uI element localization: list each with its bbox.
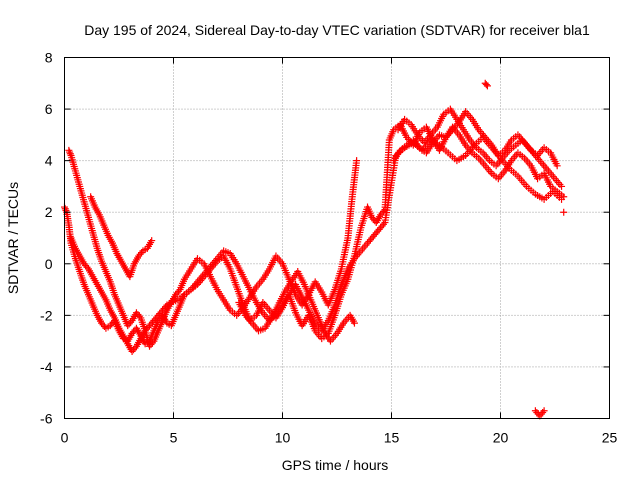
y-axis-label: SDTVAR / TECUs: [5, 182, 21, 294]
y-tick-label: 6: [45, 101, 53, 117]
data-point: [127, 318, 135, 326]
x-tick-label: 15: [384, 430, 400, 446]
data-point: [553, 162, 561, 170]
data-point: [560, 208, 568, 216]
data-point: [62, 206, 70, 214]
data-point: [353, 157, 361, 165]
data-point: [61, 205, 69, 213]
y-tick-label: 2: [45, 204, 53, 220]
data-point: [66, 150, 74, 158]
data-point: [380, 207, 388, 215]
data-point: [380, 220, 388, 228]
data-point: [131, 344, 139, 352]
data-point: [175, 287, 183, 295]
data-point: [539, 408, 547, 416]
data-points: [61, 79, 568, 420]
data-point: [148, 339, 156, 347]
series-3: [87, 79, 568, 420]
data-point: [138, 249, 146, 257]
y-tick-label: -6: [40, 411, 53, 427]
x-tick-label: 10: [275, 430, 291, 446]
data-point: [162, 303, 170, 311]
data-point: [66, 148, 74, 156]
data-point: [135, 312, 143, 320]
chart-title: Day 195 of 2024, Sidereal Day-to-day VTE…: [84, 22, 590, 38]
y-tick-label: 8: [45, 50, 53, 66]
data-point: [558, 182, 566, 190]
series-2: [67, 133, 566, 355]
series-1: [65, 108, 561, 350]
x-tick-label: 20: [493, 430, 509, 446]
axis-ticks: 0 5 10 15 20 25 -6 -4 -2 0 2 4 6 8: [40, 50, 617, 446]
data-point: [350, 319, 358, 327]
data-point: [148, 237, 156, 245]
y-tick-label: 0: [45, 256, 53, 272]
y-tick-label: -4: [40, 359, 53, 375]
y-tick-label: -2: [40, 307, 53, 323]
data-point: [540, 407, 548, 415]
x-axis-label: GPS time / hours: [282, 457, 389, 473]
data-point: [483, 82, 491, 90]
data-point: [83, 263, 91, 271]
x-tick-label: 25: [602, 430, 618, 446]
y-tick-label: 4: [45, 153, 53, 169]
data-point: [482, 81, 490, 89]
data-point: [558, 195, 566, 203]
x-tick-label: 5: [170, 430, 178, 446]
grid-lines: [64, 57, 610, 419]
plot-frame: [64, 57, 610, 419]
data-point: [65, 146, 73, 154]
x-tick-label: 0: [61, 430, 69, 446]
